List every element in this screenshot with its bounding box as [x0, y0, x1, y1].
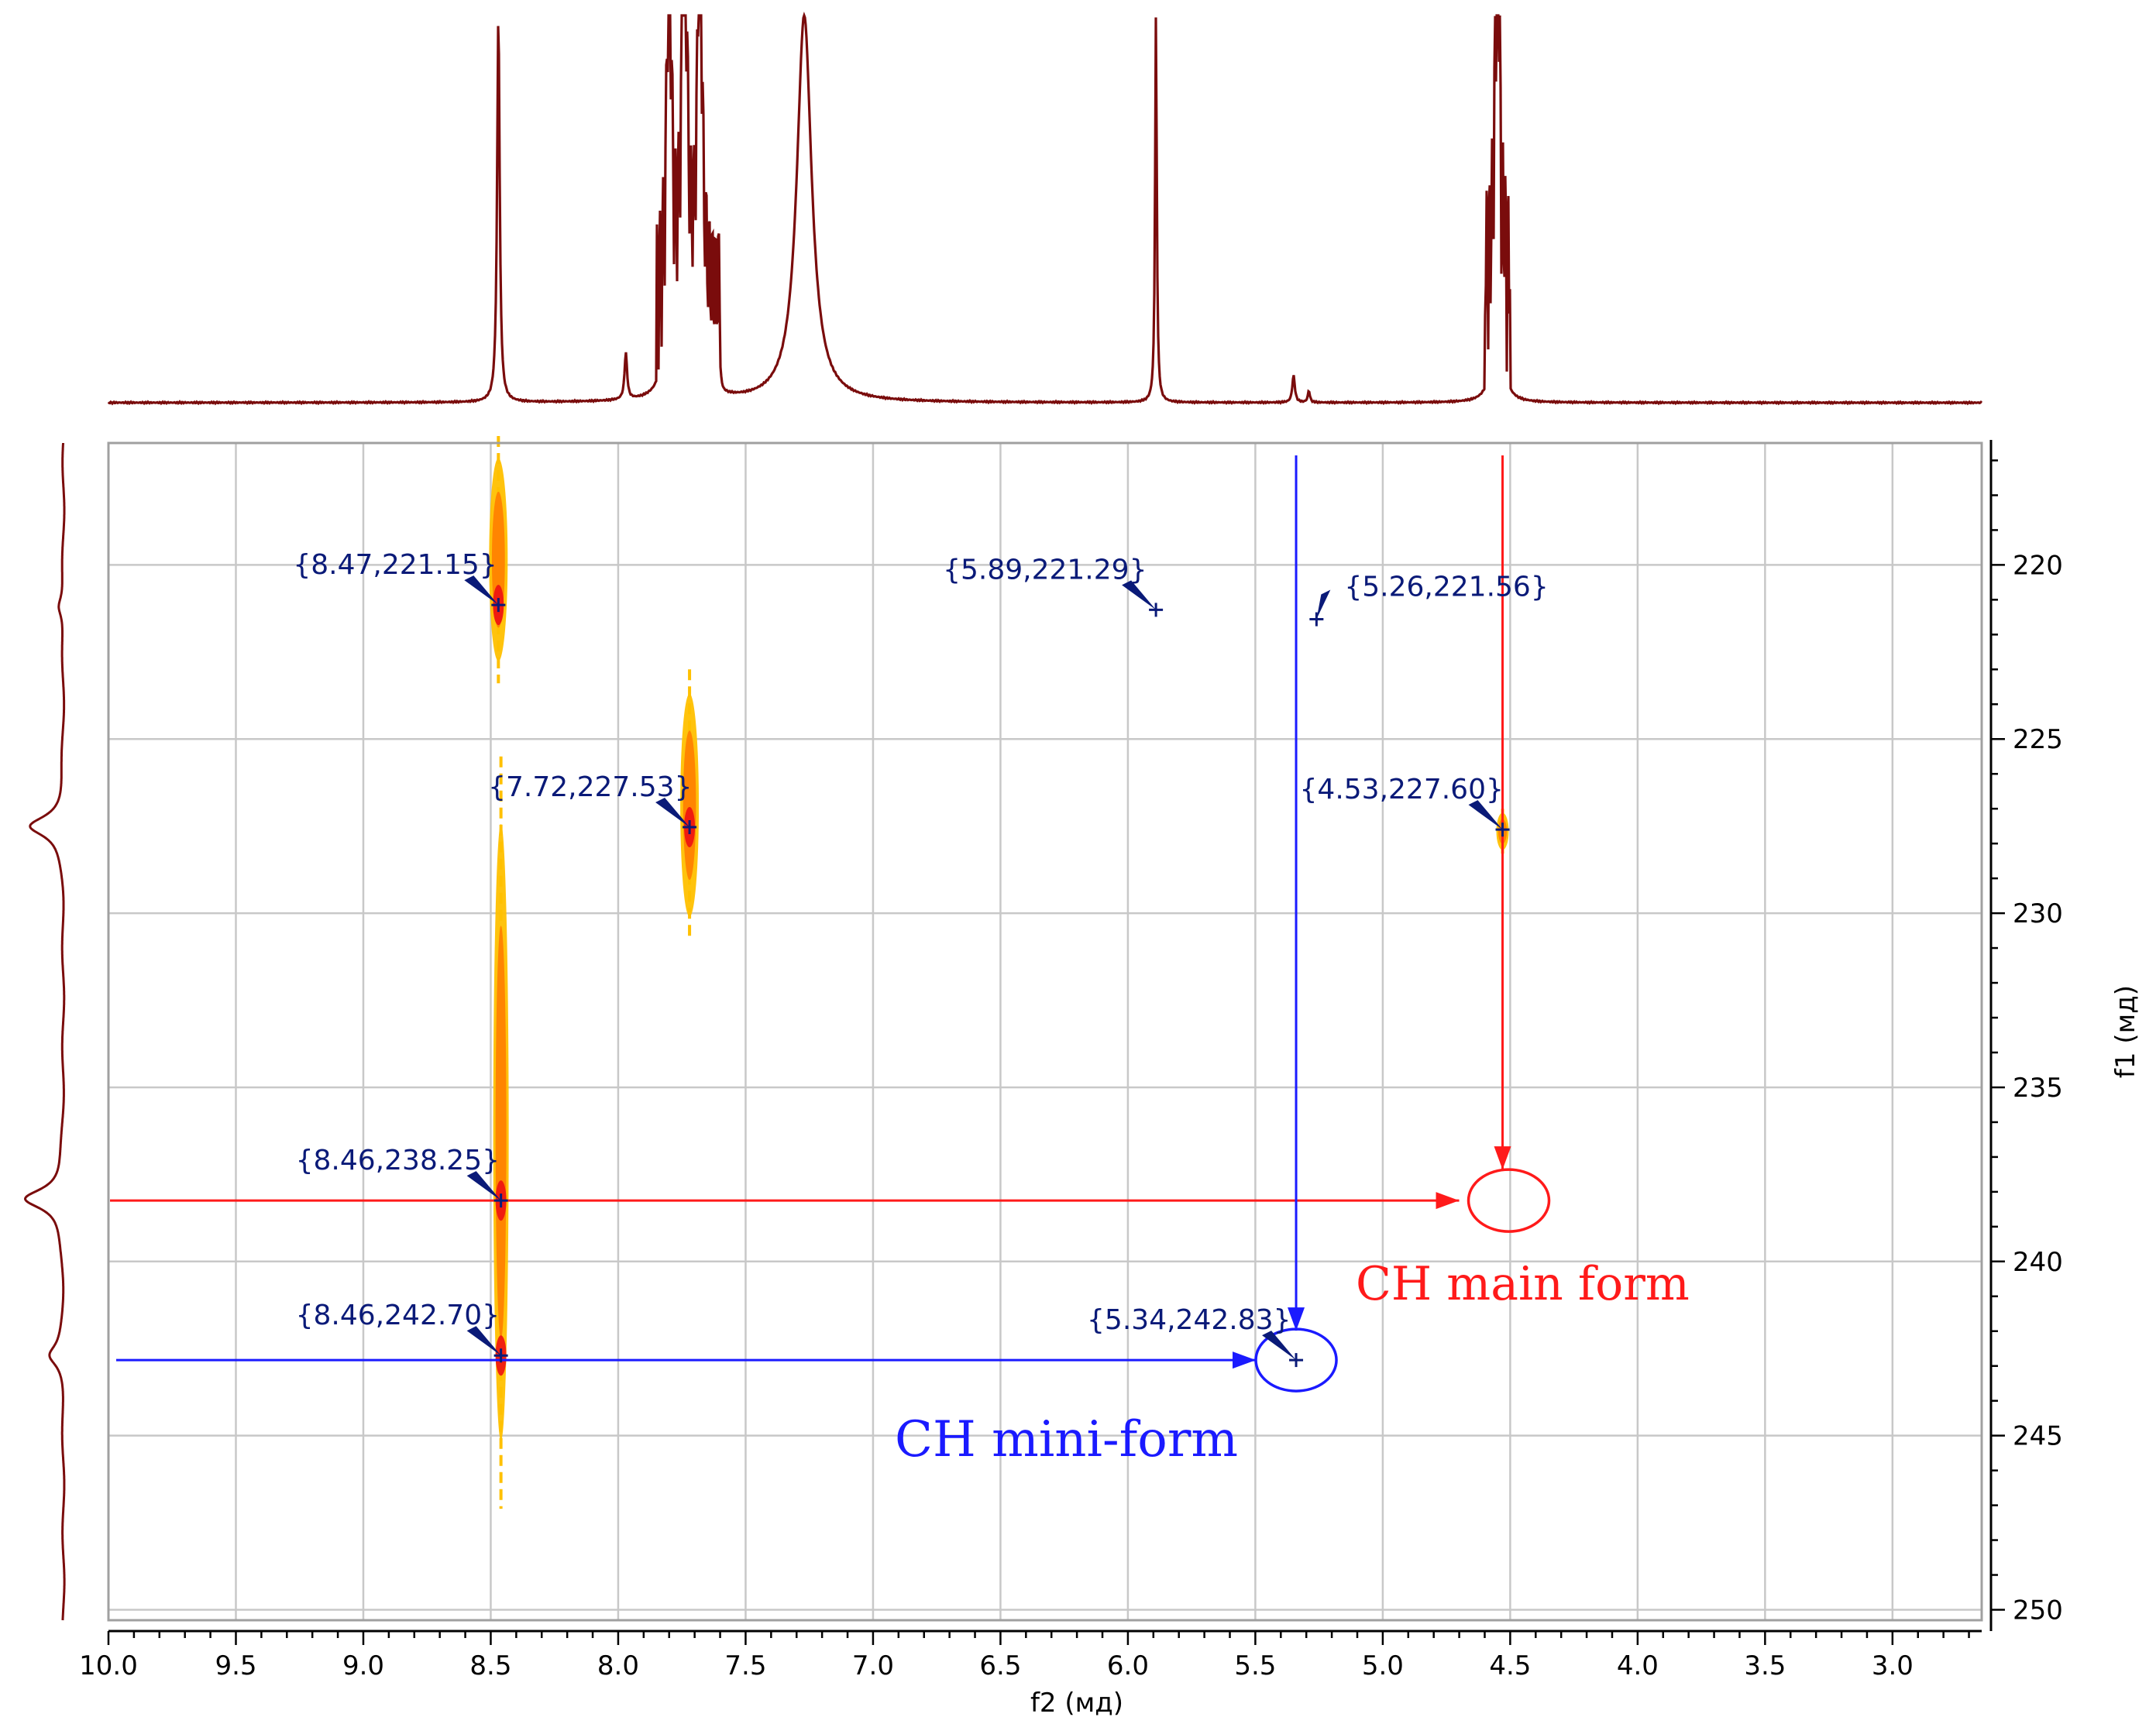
annotation-arrows	[110, 455, 1551, 1393]
y-axis-ticks: 220 225 230 235 240 245 250	[1991, 459, 2063, 1626]
x-axis-ticks: 10.0 9.5 9.0 8.5 8.0 7.5 7.0 6.5 6.0 5.5 5.0 4.5 4.0…	[79, 1631, 1970, 1681]
x-tick-label: 5.0	[1362, 1650, 1404, 1681]
arrow-mini-vertical-head	[1288, 1307, 1305, 1331]
peak-label: {5.26,221.56}	[1344, 572, 1548, 603]
x-tick-label: 9.5	[215, 1650, 256, 1681]
plot-grid	[107, 443, 1982, 1620]
plot-frame	[107, 440, 1993, 1633]
peak-pointer	[466, 1171, 501, 1201]
peak-label: {8.47,221.15}	[293, 549, 497, 581]
x-tick-label: 7.5	[724, 1650, 766, 1681]
y-tick-label: 245	[2013, 1421, 2063, 1452]
y-tick-label: 235	[2013, 1073, 2063, 1104]
annotation-main-form: CH main form	[1356, 1257, 1690, 1311]
arrow-main-vertical-head	[1494, 1146, 1511, 1170]
peak-pointer	[466, 1326, 501, 1356]
peak-labels: {8.47,221.15} {5.89,221.29} {5.26,221.56} {…	[293, 549, 1549, 1368]
contour-peaks	[489, 436, 1509, 1509]
peak-label: {5.89,221.29}	[943, 554, 1147, 586]
x-tick-label: 8.5	[469, 1650, 511, 1681]
peak-pointer	[1262, 1331, 1297, 1361]
x-axis-title: f2 (мд)	[1030, 1688, 1123, 1719]
contour-level-mid	[495, 926, 507, 1340]
annotation-mini-form: CH mini-form	[895, 1411, 1238, 1468]
f1-projection-spectrum	[23, 443, 66, 1621]
y-axis-title: f1 (мд)	[2110, 985, 2141, 1078]
peak-label: {4.53,227.60}	[1300, 774, 1504, 805]
y-tick-label: 225	[2013, 724, 2063, 755]
contour-level-mid	[683, 730, 696, 881]
peak-pointer	[655, 798, 690, 828]
circle-main-form	[1467, 1168, 1551, 1233]
arrow-mini-horizontal-head	[1233, 1351, 1257, 1369]
x-tick-label: 10.0	[79, 1650, 138, 1681]
y-tick-label: 250	[2013, 1595, 2063, 1626]
y-tick-label: 230	[2013, 898, 2063, 929]
arrow-main-horizontal-head	[1436, 1192, 1460, 1210]
y-tick-label: 240	[2013, 1247, 2063, 1278]
x-tick-label: 3.5	[1744, 1650, 1786, 1681]
peak-pointer	[1316, 589, 1331, 620]
peak-label: {8.46,242.70}	[296, 1300, 500, 1331]
x-tick-label: 6.5	[979, 1650, 1021, 1681]
f2-projection-trace	[107, 12, 1983, 406]
peak-label: {8.46,238.25}	[296, 1145, 500, 1176]
f2-projection-spectrum	[107, 12, 1983, 406]
peak-label: {5.34,242.83}	[1087, 1304, 1291, 1336]
y-tick-label: 220	[2013, 550, 2063, 581]
plot-border	[107, 441, 1983, 1622]
x-tick-label: 6.0	[1107, 1650, 1149, 1681]
x-tick-label: 3.0	[1872, 1650, 1914, 1681]
x-tick-label: 4.5	[1489, 1650, 1531, 1681]
x-tick-label: 8.0	[597, 1650, 639, 1681]
f1-projection-trace	[23, 443, 66, 1621]
circle-mini-form	[1254, 1327, 1338, 1393]
x-tick-label: 9.0	[342, 1650, 384, 1681]
peak-pointer	[1122, 580, 1157, 610]
peak-pointer	[1468, 800, 1503, 830]
peak-pointer	[464, 575, 499, 606]
x-tick-label: 5.5	[1234, 1650, 1276, 1681]
x-tick-label: 7.0	[852, 1650, 894, 1681]
peak-label: {7.72,227.53}	[488, 771, 692, 803]
x-tick-label: 4.0	[1617, 1650, 1659, 1681]
